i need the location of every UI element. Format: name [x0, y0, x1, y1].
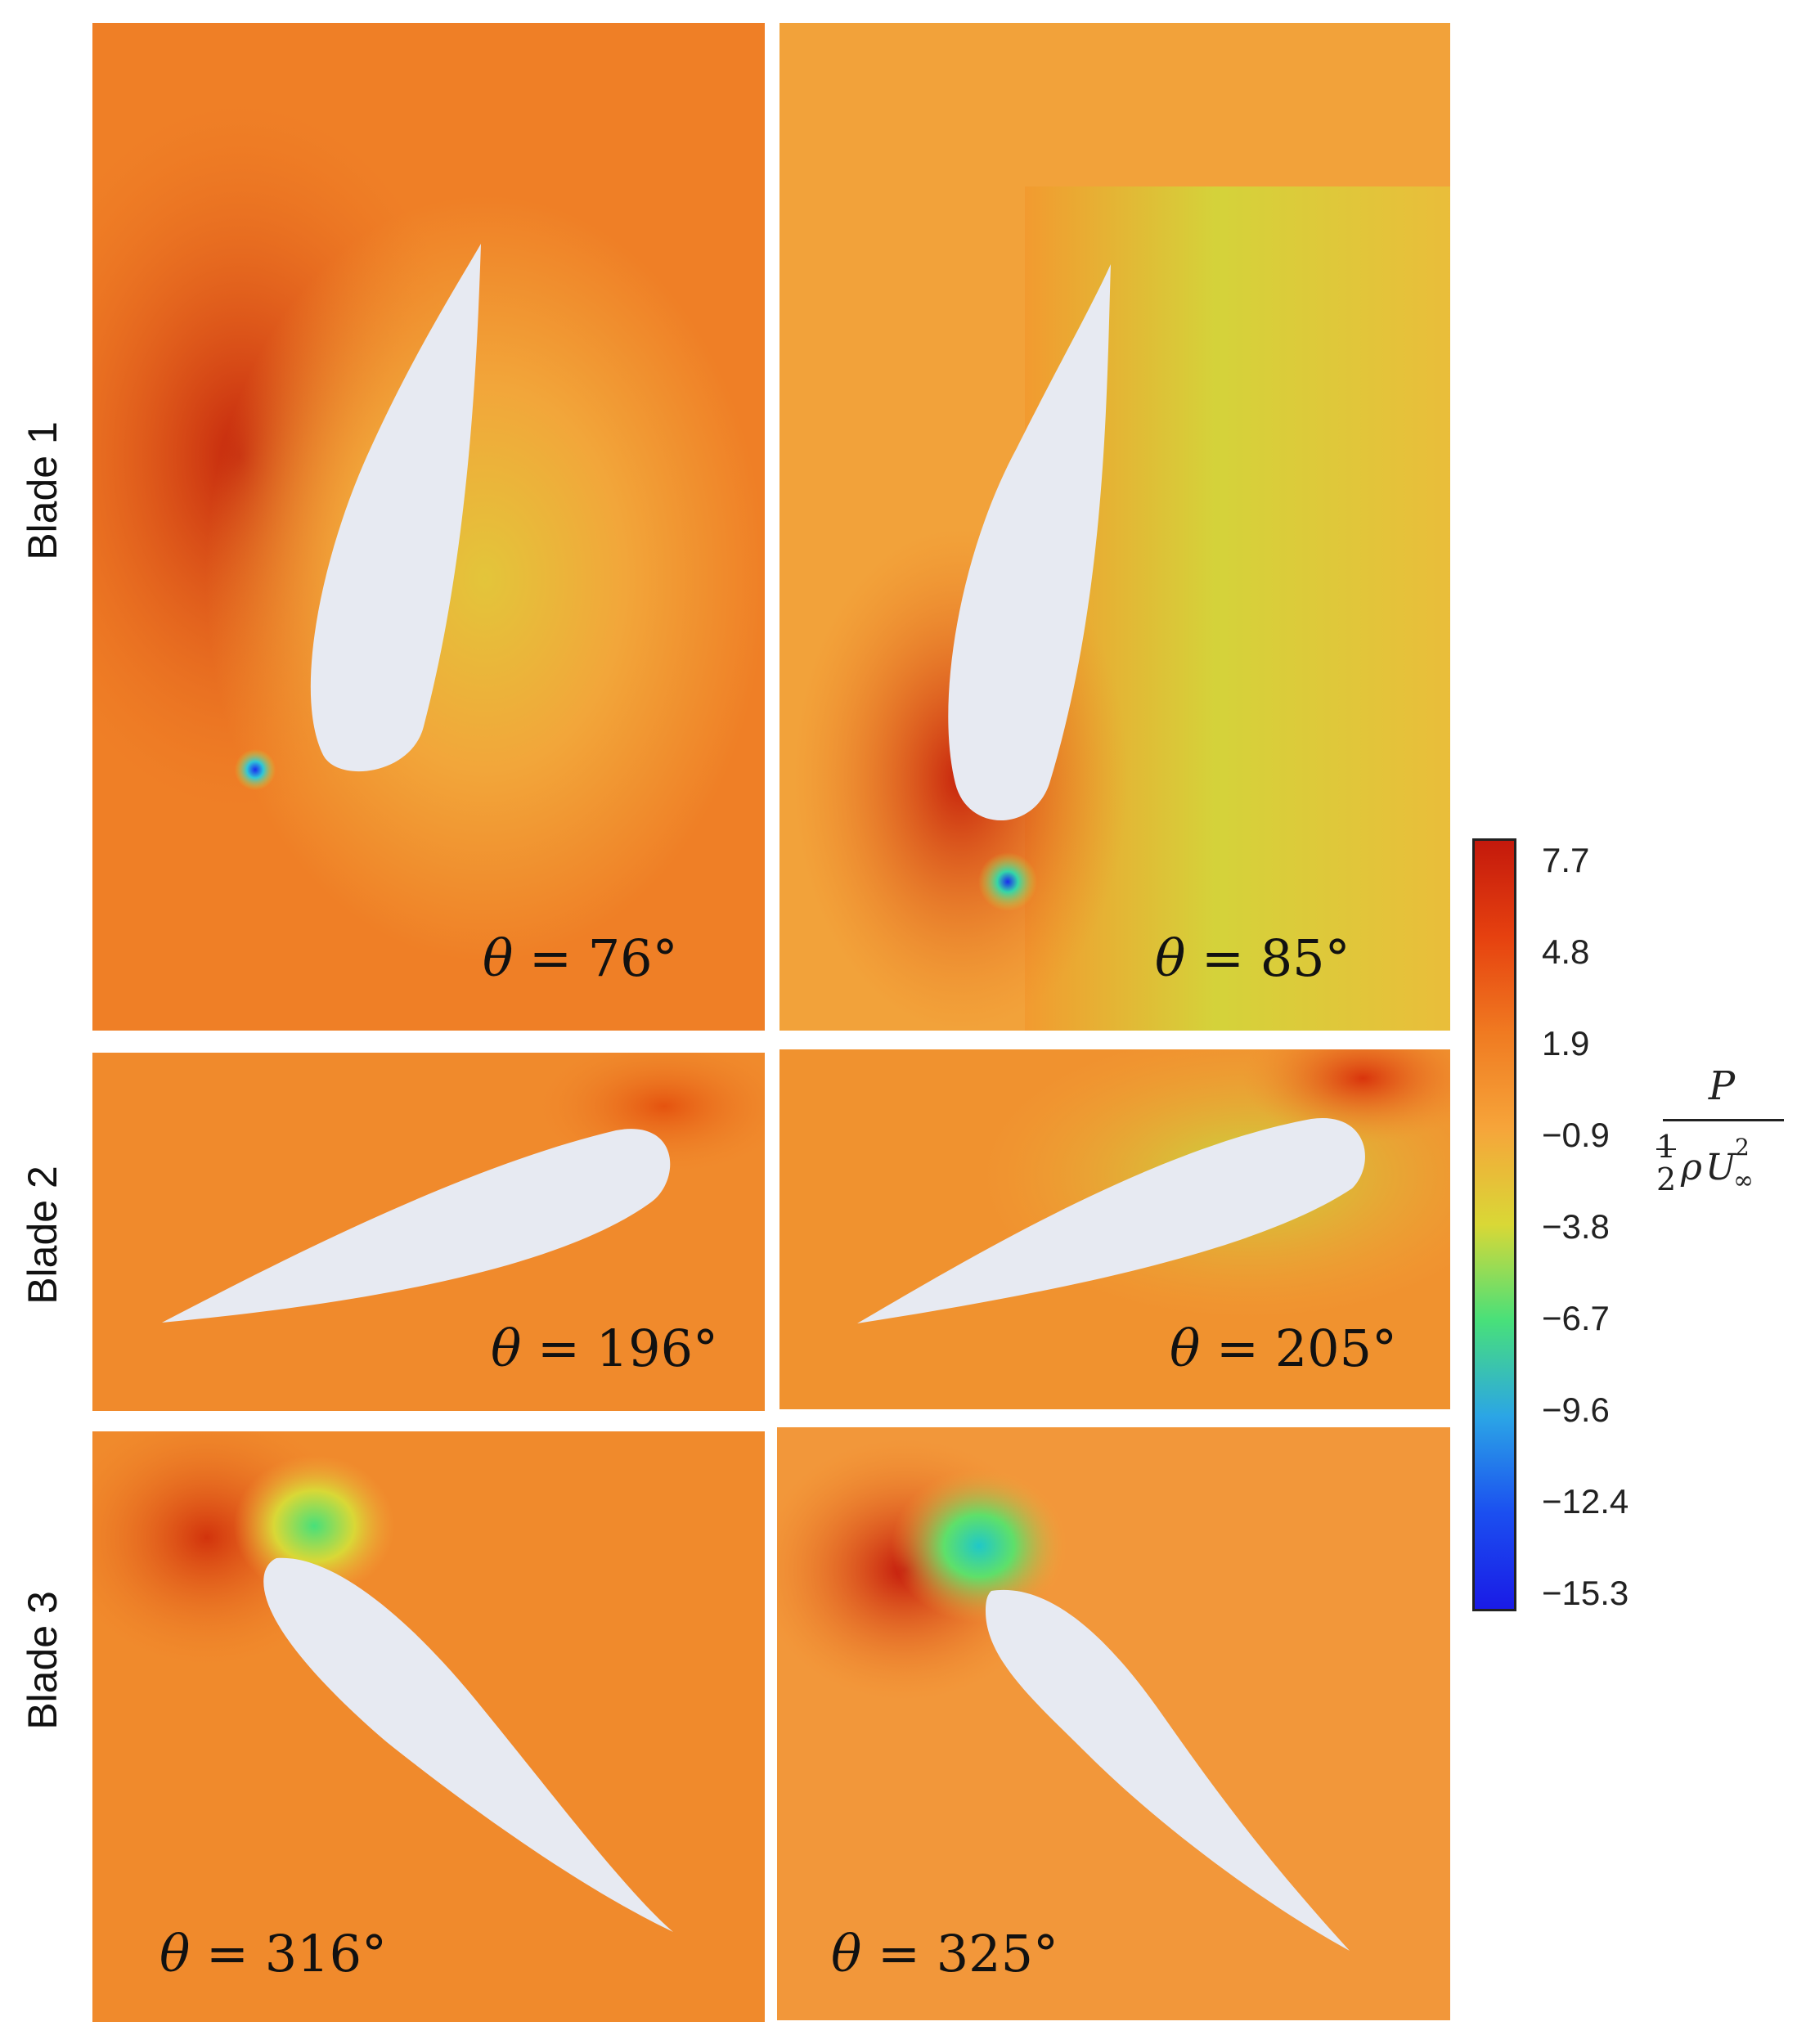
theta-label-85: θ = 85° [1155, 928, 1350, 988]
contour-panel-blade1-76 [92, 23, 765, 1031]
row-label-blade-3: Blade 3 [20, 1591, 65, 1730]
row-label-blade-2: Blade 2 [20, 1166, 65, 1305]
theta-label-325: θ = 325° [831, 1924, 1059, 1983]
label-denominator: 1 2 ρ U 2 ∞ [1656, 1129, 1754, 1197]
colorbar-tick-label: −12.4 [1542, 1482, 1629, 1521]
colorbar-label: P 1 2 ρ U 2 ∞ [1656, 1063, 1787, 1227]
contour-panel-blade1-85 [779, 23, 1450, 1031]
colorbar-tick-label: −6.7 [1542, 1299, 1610, 1337]
colorbar-tick-label: −15.3 [1542, 1574, 1629, 1612]
contour-panel-blade2-196 [92, 1053, 765, 1411]
theta-label-196: θ = 196° [491, 1318, 719, 1378]
colorbar-tick-label: 7.7 [1542, 841, 1590, 879]
airfoil-shape [948, 264, 1111, 820]
airfoil-shape [857, 1117, 1365, 1323]
airfoil-shape [162, 1129, 671, 1323]
contour-panel-blade3-325 [777, 1427, 1450, 2020]
colorbar-tick-label: 1.9 [1542, 1024, 1590, 1062]
row-label-blade-1: Blade 1 [20, 421, 65, 560]
colorbar-tick-label: −3.8 [1542, 1207, 1610, 1246]
airfoil-shape [263, 1557, 673, 1932]
pressure-colorbar [1472, 838, 1516, 1611]
contour-panel-blade3-316 [92, 1431, 765, 2022]
contour-panel-blade2-205 [779, 1049, 1450, 1409]
colorbar-tick-label: −9.6 [1542, 1390, 1610, 1429]
label-fraction-bar [1663, 1119, 1784, 1121]
theta-label-205: θ = 205° [1170, 1318, 1398, 1378]
airfoil-shape [310, 244, 481, 772]
colorbar-tick-label: 4.8 [1542, 932, 1590, 971]
theta-label-76: θ = 76° [483, 928, 678, 988]
colorbar-tick-label: −0.9 [1542, 1116, 1610, 1154]
theta-label-316: θ = 316° [159, 1924, 388, 1983]
airfoil-shape [986, 1589, 1350, 1951]
label-numerator: P [1708, 1063, 1736, 1109]
